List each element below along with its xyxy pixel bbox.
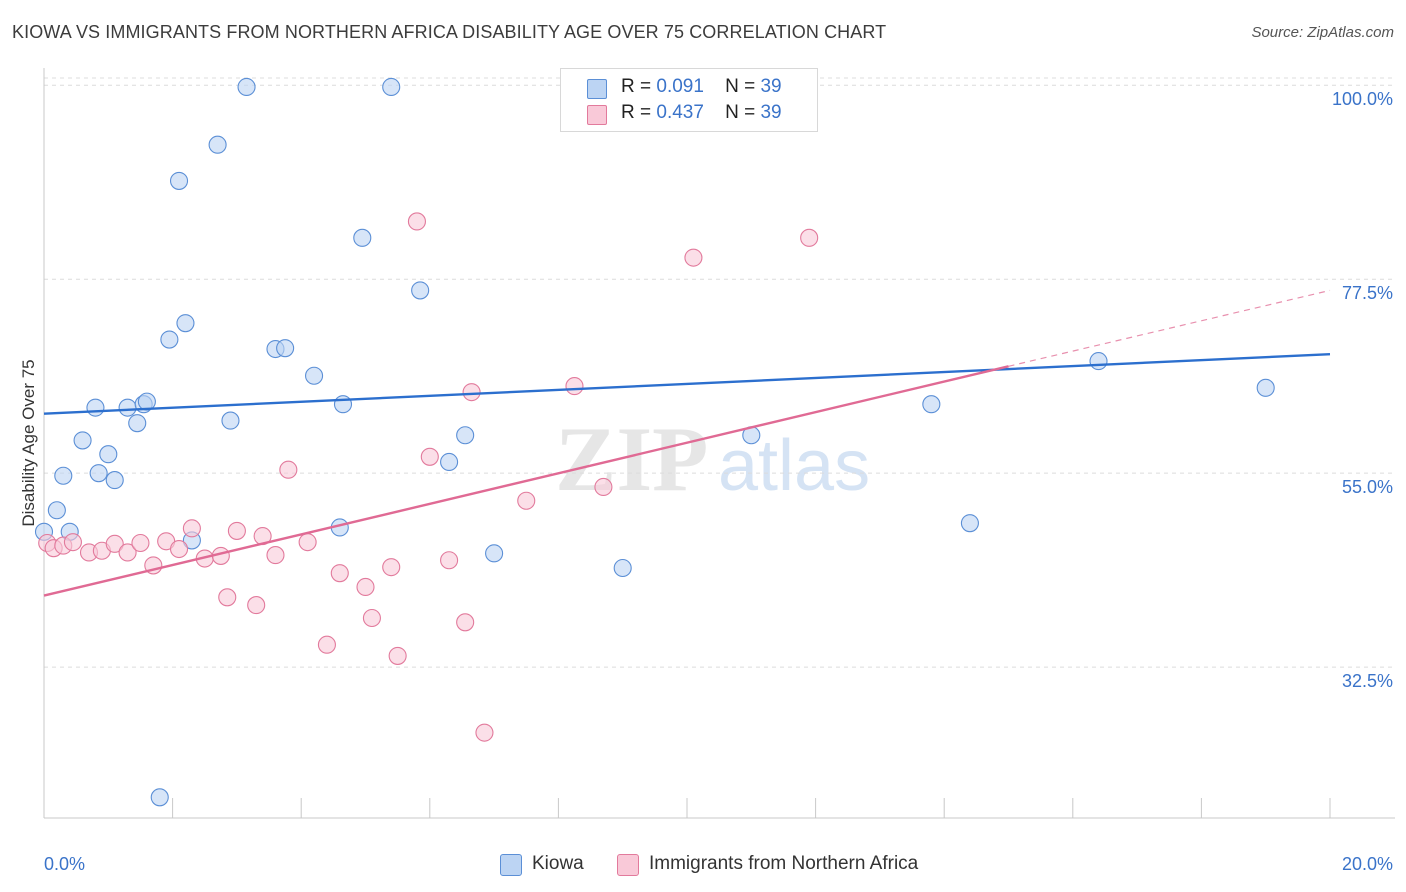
data-point bbox=[1256, 378, 1275, 397]
data-point bbox=[517, 491, 536, 510]
data-point bbox=[227, 521, 246, 540]
legend-n-value: 39 bbox=[760, 102, 782, 123]
legend-n-value: 39 bbox=[760, 76, 782, 97]
y-axis-label: Disability Age Over 75 bbox=[19, 359, 38, 526]
data-point bbox=[440, 452, 459, 472]
data-point bbox=[105, 471, 124, 490]
data-point bbox=[47, 501, 66, 520]
x-tick-label: 0.0% bbox=[44, 854, 85, 874]
watermark-zip: ZIP bbox=[555, 408, 708, 510]
data-point bbox=[565, 377, 584, 396]
data-point bbox=[276, 339, 295, 358]
data-point bbox=[118, 543, 137, 562]
data-point bbox=[266, 546, 285, 565]
chart-title: KIOWA VS IMMIGRANTS FROM NORTHERN AFRICA… bbox=[12, 22, 887, 42]
data-point bbox=[353, 228, 372, 247]
legend-text-northern-africa: R = 0.437 N = 39 bbox=[621, 102, 782, 124]
legend-r-value: 0.437 bbox=[656, 102, 704, 123]
data-point bbox=[89, 464, 108, 483]
series-northern-africa bbox=[38, 212, 819, 742]
legend-swatch-kiowa bbox=[587, 79, 607, 99]
data-point bbox=[594, 477, 613, 497]
bottom-legend-label-northern-africa: Immigrants from Northern Africa bbox=[649, 853, 919, 874]
legend-r-label: R = bbox=[621, 76, 652, 97]
legend-r-label: R = bbox=[621, 102, 652, 123]
watermark-atlas: atlas bbox=[718, 426, 870, 506]
data-point bbox=[105, 534, 124, 553]
data-point bbox=[362, 608, 381, 628]
data-point bbox=[305, 366, 324, 385]
data-point bbox=[382, 77, 401, 97]
bottom-legend-swatch-kiowa bbox=[500, 854, 522, 876]
data-point bbox=[922, 395, 941, 414]
legend-r-value: 0.091 bbox=[656, 76, 704, 97]
data-point bbox=[456, 426, 475, 445]
data-point bbox=[176, 314, 195, 333]
data-point bbox=[169, 539, 189, 559]
data-point bbox=[63, 533, 82, 552]
data-point bbox=[800, 228, 819, 247]
data-point bbox=[382, 558, 401, 577]
data-point bbox=[411, 281, 430, 300]
legend-n-label: N = bbox=[725, 76, 756, 97]
data-point bbox=[73, 431, 92, 450]
data-point bbox=[613, 558, 632, 578]
data-point bbox=[237, 77, 256, 97]
data-point bbox=[182, 519, 201, 538]
y-tick-label: 77.5% bbox=[1342, 283, 1393, 303]
data-point bbox=[462, 383, 481, 402]
data-point bbox=[150, 788, 169, 807]
data-point bbox=[247, 596, 266, 615]
data-point bbox=[440, 551, 459, 570]
x-tick-label: 20.0% bbox=[1342, 854, 1393, 874]
data-point bbox=[298, 533, 317, 552]
data-point bbox=[279, 460, 298, 479]
legend-n-label: N = bbox=[725, 102, 756, 123]
data-point bbox=[131, 533, 150, 553]
data-point bbox=[218, 588, 237, 607]
data-point bbox=[356, 577, 375, 597]
chart-source: Source: ZipAtlas.com bbox=[1251, 24, 1394, 41]
trend-line-extension bbox=[1008, 289, 1331, 367]
data-point bbox=[456, 613, 475, 632]
data-point bbox=[684, 248, 703, 267]
data-point bbox=[388, 646, 407, 665]
data-point bbox=[208, 135, 227, 154]
y-tick-label: 100.0% bbox=[1332, 89, 1393, 109]
data-point bbox=[99, 445, 118, 464]
y-tick-label: 32.5% bbox=[1342, 671, 1393, 691]
data-point bbox=[317, 635, 336, 654]
bottom-legend-label-kiowa: Kiowa bbox=[532, 853, 584, 874]
trend-line bbox=[43, 365, 1009, 597]
data-point bbox=[330, 564, 349, 583]
correlation-legend: R = 0.091 N = 39 R = 0.437 N = 39 bbox=[560, 68, 818, 132]
data-point bbox=[485, 544, 504, 563]
data-point bbox=[54, 466, 73, 485]
data-point bbox=[407, 212, 426, 231]
data-point bbox=[118, 398, 137, 417]
data-point bbox=[160, 330, 179, 349]
data-point bbox=[1089, 352, 1108, 371]
bottom-legend-swatch-northern-africa bbox=[617, 854, 639, 876]
data-point bbox=[420, 447, 439, 466]
data-point bbox=[221, 411, 240, 430]
legend-swatch-northern-africa bbox=[587, 105, 607, 125]
legend-text-kiowa: R = 0.091 N = 39 bbox=[621, 76, 782, 98]
data-point bbox=[475, 723, 494, 742]
data-point bbox=[128, 414, 147, 433]
data-point bbox=[86, 398, 105, 417]
data-point bbox=[333, 395, 353, 414]
trend-line bbox=[43, 353, 1331, 415]
data-point bbox=[169, 171, 189, 190]
y-tick-label: 55.0% bbox=[1342, 477, 1393, 497]
data-point bbox=[960, 514, 979, 533]
